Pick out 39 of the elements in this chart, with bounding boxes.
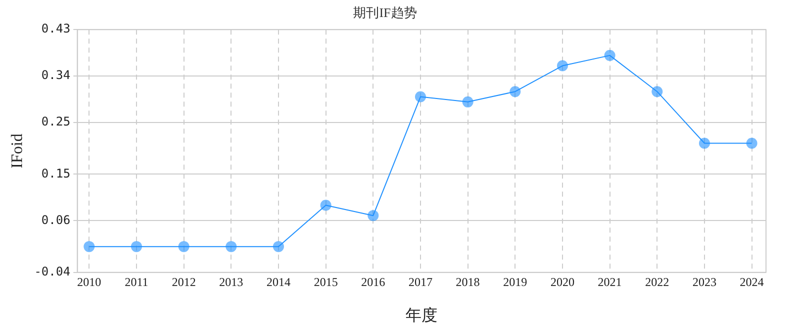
point	[414, 91, 426, 102]
y-tick-label: -0.04	[34, 264, 70, 279]
x-tick-label: 2019	[503, 274, 528, 289]
y-tick-label: 0.06	[41, 212, 70, 227]
point	[368, 210, 379, 222]
point	[178, 241, 190, 252]
point	[746, 138, 758, 149]
point	[84, 241, 95, 252]
x-tick-label: 2016	[361, 274, 386, 289]
chart-title: 期刊IF趋势	[353, 5, 417, 20]
point	[130, 241, 142, 252]
x-tick-label: 2011	[124, 274, 148, 289]
x-tick-label: 2018	[456, 274, 480, 289]
point	[462, 96, 474, 108]
y-tick-label: 0.43	[41, 22, 70, 36]
point	[652, 86, 663, 98]
point	[510, 86, 521, 98]
point	[320, 200, 332, 211]
point	[226, 241, 237, 252]
x-tick-label: 2024	[740, 274, 764, 289]
y-tick-label: 0.15	[41, 166, 70, 180]
x-tick-label: 2021	[598, 274, 622, 289]
y-tick-label: 0.25	[41, 114, 70, 129]
y-tick-label: 0.34	[41, 68, 70, 82]
x-tick-label: 2015	[314, 274, 338, 289]
x-tick-label: 2010	[77, 274, 102, 289]
point	[556, 60, 568, 72]
x-tick-label: 2013	[219, 274, 244, 289]
x-tick-label: 2014	[266, 274, 290, 289]
point	[698, 138, 710, 149]
x-tick-label: 2020	[550, 274, 574, 289]
x-tick-label: 2023	[692, 274, 716, 289]
x-tick-label: 2012	[172, 274, 196, 289]
x-tick-label: 2017	[408, 274, 432, 289]
y-axis-title: IFoid	[8, 134, 26, 168]
x-axis-title: 年度	[406, 306, 438, 325]
point	[272, 241, 284, 252]
x-tick-label: 2022	[645, 274, 670, 289]
point	[604, 50, 616, 61]
